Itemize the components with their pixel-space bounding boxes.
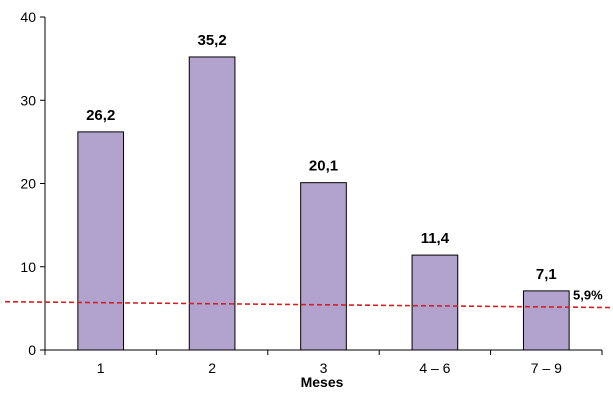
reference-line-group: 5,9% — [4, 288, 611, 309]
x-tick-label: 7 – 9 — [531, 360, 562, 376]
reference-line-label: 5,9% — [573, 288, 603, 303]
y-tick-label: 40 — [20, 9, 36, 25]
y-tick-label: 10 — [20, 259, 36, 275]
data-label: 11,4 — [421, 230, 450, 247]
bar — [300, 182, 347, 351]
data-label: 7,1 — [536, 266, 557, 283]
bar — [188, 56, 236, 351]
x-axis-title: Meses — [301, 374, 344, 390]
y-tick-label: 0 — [28, 342, 36, 358]
bar — [77, 131, 125, 351]
x-tick-label: 3 — [320, 360, 328, 376]
data-label: 20,1 — [309, 158, 338, 175]
axes: 0 10 20 30 40 1 2 3 4 – 6 7 – 9 — [20, 9, 603, 376]
data-label: 26,2 — [86, 107, 115, 124]
data-label: 35,2 — [197, 32, 226, 49]
data-labels: 26,2 35,2 20,1 11,4 7,1 — [86, 32, 557, 283]
bar — [522, 290, 570, 351]
y-tick-label: 20 — [20, 176, 36, 192]
x-tick-label: 4 – 6 — [419, 360, 450, 376]
bars — [77, 56, 570, 351]
x-tick-label: 2 — [208, 360, 216, 376]
y-tick-label: 30 — [20, 92, 36, 108]
x-tick-label: 1 — [97, 360, 105, 376]
reference-line — [4, 300, 611, 309]
bar — [411, 254, 459, 351]
